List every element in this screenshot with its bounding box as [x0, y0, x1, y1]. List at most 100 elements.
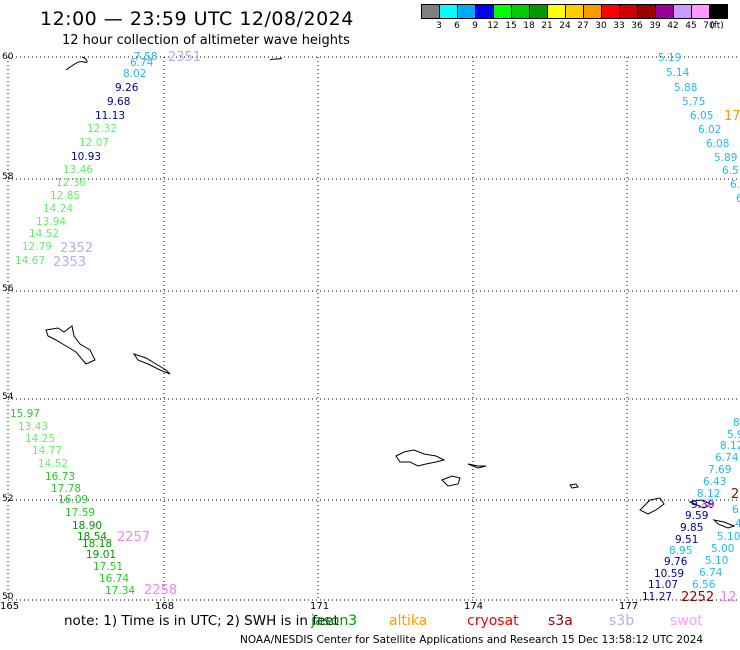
satellite-label-s3a: s3a [548, 613, 573, 629]
credit-line: NOAA/NESDIS Center for Satellite Applica… [240, 634, 704, 646]
time-tag: 12 [720, 590, 737, 605]
legend-label: 15 [505, 21, 517, 31]
wave-height-value: 9.51 [675, 534, 699, 546]
time-tag: 2351 [168, 50, 202, 65]
legend-unit: (ft) [710, 21, 724, 31]
lat-label: 54 [2, 392, 14, 402]
wave-height-value: 6.43 [703, 476, 727, 488]
wave-height-value: 9.26 [115, 82, 139, 94]
wave-height-value: 14.24 [43, 203, 74, 215]
wave-height-value: 12.32 [87, 123, 118, 135]
wave-height-value: 14.52 [38, 458, 69, 470]
wave-height-value: 13.94 [36, 216, 67, 228]
wave-height-value: 9.68 [107, 96, 131, 108]
wave-height-value: 6.05 [690, 110, 714, 122]
lon-label: 168 [155, 601, 175, 612]
lat-label: 52 [2, 494, 14, 504]
legend-label: 12 [487, 21, 499, 31]
wave-height-value: 5.10 [717, 531, 740, 543]
map-title: 12:00 — 23:59 UTC 12/08/2024 [40, 8, 354, 30]
satellite-label-altika: altika [389, 613, 428, 629]
wave-height-value: 19.01 [86, 549, 117, 561]
wave-height-value: 8.12 [720, 440, 740, 452]
satellite-label-s3b: s3b [609, 613, 635, 629]
legend-label: 3 [436, 21, 442, 31]
lat-label: 58 [2, 172, 14, 182]
wave-height-value: 14.77 [32, 445, 63, 457]
wave-height-value: 12.36 [56, 177, 87, 189]
wave-height-value: 11.13 [95, 110, 126, 122]
wave-height-value: 17.51 [93, 561, 124, 573]
wave-height-value: 12.07 [79, 137, 110, 149]
color-legend: 3 6 9 12 15 18 21 24 27 30 33 36 39 42 45 70 (ft) [421, 4, 729, 38]
time-tag: 17 [724, 109, 740, 124]
wave-height-value: 17.59 [65, 507, 96, 519]
wave-height-value: 8.95 [669, 545, 693, 557]
legend-label: 42 [667, 21, 679, 31]
wave-height-value: 6.5 [722, 165, 739, 177]
map-subtitle: 12 hour collection of altimeter wave hei… [62, 33, 350, 48]
wave-height-value: 18.54 [77, 531, 108, 543]
wave-height-value: 14.52 [29, 228, 60, 240]
wave-height-value: 6 [736, 193, 740, 205]
wave-height-value: 15.97 [10, 408, 41, 420]
wave-height-value: 5.89 [714, 152, 738, 164]
wave-height-value: 9.85 [680, 522, 704, 534]
wave-height-value: 11.07 [648, 579, 679, 591]
legend-label: 70 [703, 21, 715, 31]
wave-height-value: 7.69 [708, 464, 732, 476]
wave-height-value: 17.78 [51, 483, 82, 495]
legend-label: 36 [631, 21, 643, 31]
wave-height-value: 9.76 [664, 556, 688, 568]
wave-height-value: 9.59 [685, 510, 709, 522]
legend-label: 45 [685, 21, 697, 31]
wave-height-value: 14.67 [15, 255, 46, 267]
wave-height-value: 5.14 [666, 67, 690, 79]
legend-swatch [709, 4, 728, 19]
wave-height-value: 8. [733, 417, 740, 429]
wave-height-value: 12.79 [22, 241, 53, 253]
legend-label: 30 [595, 21, 607, 31]
wave-height-value: 6. [730, 179, 740, 191]
satellite-label-swot: swot [670, 613, 703, 629]
wave-height-value: 6. [732, 504, 740, 516]
time-tag: 2 [731, 487, 740, 502]
wave-height-value: 6.02 [698, 124, 722, 136]
wave-height-value: 4 [735, 518, 740, 530]
time-tag: 2257 [117, 530, 151, 545]
wave-height-value: 13.46 [63, 164, 94, 176]
wave-height-value: 10.59 [654, 568, 685, 580]
lon-label: 165 [0, 601, 20, 612]
satellite-label-cryosat: cryosat [467, 613, 519, 629]
wave-height-value: 14.25 [25, 433, 56, 445]
wave-height-value: 16.74 [99, 573, 130, 585]
legend-label: 39 [649, 21, 661, 31]
wave-height-value: 7.58 [134, 51, 158, 63]
legend-label: 27 [577, 21, 589, 31]
graticule [7, 56, 740, 601]
wave-height-value: 8.12 [697, 488, 721, 500]
wave-height-value: 6.74 [715, 452, 739, 464]
wave-height-value: 5.00 [711, 543, 735, 555]
time-tag: 2352 [60, 241, 94, 256]
coastline [45, 56, 736, 529]
wave-height-value: 18.90 [72, 520, 103, 532]
lat-label: 56 [2, 284, 14, 294]
wave-height-value: 12.85 [50, 190, 81, 202]
wave-height-value: 6.56 [692, 579, 716, 591]
lon-label: 177 [619, 601, 639, 612]
time-tag: 2252 [681, 590, 715, 605]
legend-label: 21 [541, 21, 553, 31]
wave-height-value: 11.27 [642, 591, 673, 603]
lat-label: 50 [2, 592, 14, 602]
lat-label: 60 [2, 52, 14, 62]
wave-height-value: 9.30 [691, 499, 715, 511]
wave-height-value: 16.09 [58, 494, 89, 506]
lon-label: 174 [464, 601, 484, 612]
legend-label: 18 [523, 21, 535, 31]
wave-height-value: 13.43 [18, 421, 49, 433]
wave-height-value: 17.34 [105, 585, 136, 597]
wave-height-value: 5.88 [674, 82, 698, 94]
wave-height-value: 5.9 [727, 429, 740, 441]
wave-height-value: 5.75 [682, 96, 706, 108]
